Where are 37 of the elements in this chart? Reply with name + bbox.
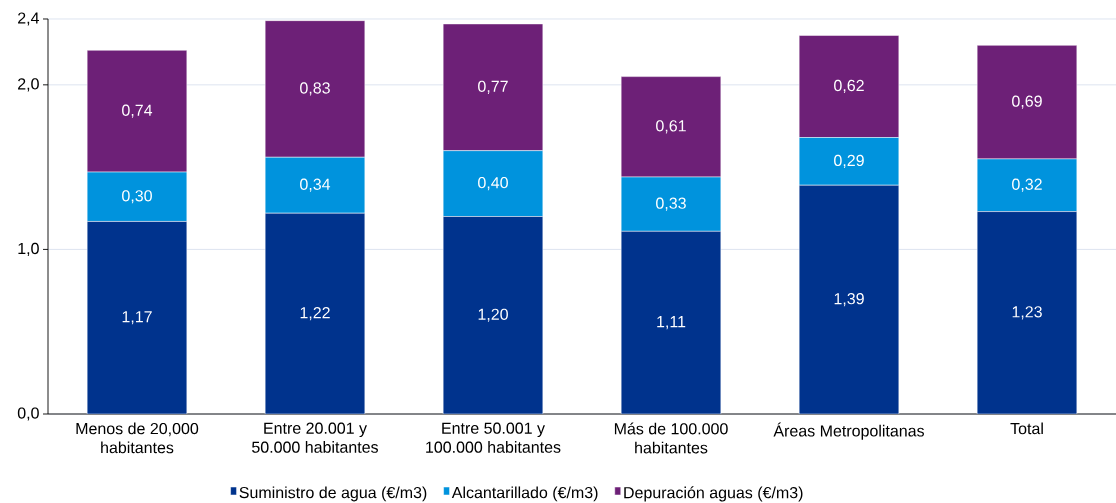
data-label: 1,22	[300, 306, 330, 321]
data-label: 0,33	[656, 197, 686, 211]
y-tick-label: 2,4	[18, 12, 40, 26]
legend-label: Alcantarillado (€/m3)	[451, 486, 598, 502]
y-tick-label: 2,0	[18, 78, 39, 92]
x-tick-label: Entre 20.001 y 50.000 habitantes	[252, 422, 378, 453]
bar	[798, 184, 900, 414]
y-tick-label: 1,0	[18, 242, 39, 257]
x-tick-label: Total	[1010, 422, 1043, 435]
data-label: 0,77	[478, 80, 508, 94]
bar	[264, 212, 366, 414]
data-label: 1,20	[478, 308, 508, 322]
x-tick-label: Entre 50.001 y 100.000 habitantes	[426, 422, 561, 453]
bar	[86, 221, 188, 414]
x-tick-label: Áreas Metropolitanas	[773, 422, 924, 440]
data-label: 0,40	[478, 176, 508, 191]
bar	[442, 216, 544, 414]
x-tick-label: Menos de 20,000 habitantes	[76, 422, 199, 454]
data-label: 0,74	[122, 104, 153, 118]
data-label: 0,69	[1012, 95, 1042, 109]
bar	[976, 211, 1078, 414]
data-label: 0,83	[300, 82, 330, 96]
y-tick-label: 0,0	[17, 407, 39, 421]
data-label: 0,61	[656, 120, 686, 134]
bar	[620, 231, 722, 414]
legend-label: Suministro de agua (€/m3)	[239, 486, 427, 502]
data-label: 1,23	[1012, 306, 1042, 320]
data-label: 1,17	[122, 311, 152, 325]
data-label: 0,62	[834, 79, 864, 94]
data-label: 0,32	[1012, 178, 1042, 192]
data-label: 1,11	[657, 316, 686, 330]
data-label: 1,39	[834, 293, 864, 307]
data-label: 0,29	[834, 154, 864, 168]
legend-label: Depuración aguas (€/m3)	[624, 486, 803, 502]
data-label: 0,30	[122, 190, 152, 204]
x-tick-label: Más de 100.000 habitantes	[614, 422, 728, 454]
data-label: 0,34	[300, 178, 331, 192]
